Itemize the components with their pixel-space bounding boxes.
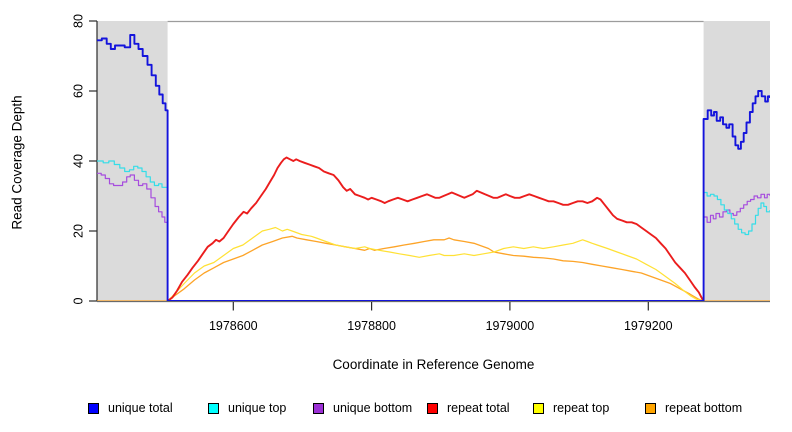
x-tick-label: 1978800 (347, 319, 396, 333)
x-tick-label: 1978600 (209, 319, 258, 333)
series-line-unique-top (97, 160, 770, 301)
series-line-repeat-top (167, 226, 704, 301)
y-tick-label: 60 (71, 84, 85, 98)
shaded-region-right-flank (703, 21, 770, 301)
y-tick-label: 80 (71, 14, 85, 28)
series-line-unique-total (97, 34, 770, 301)
x-tick-label: 1979200 (624, 319, 673, 333)
y-axis-title: Read Coverage Depth (9, 95, 25, 230)
x-tick-label: 1979000 (486, 319, 535, 333)
series-line-unique-bottom (97, 172, 770, 301)
y-tick-label: 40 (71, 154, 85, 168)
series-line-repeat-total (167, 156, 705, 301)
y-tick-label: 0 (71, 297, 85, 304)
series-line-repeat-bottom (97, 235, 770, 301)
y-tick-label: 20 (71, 224, 85, 238)
x-axis-title: Coordinate in Reference Genome (332, 357, 535, 372)
shaded-region-left-flank (97, 21, 168, 301)
